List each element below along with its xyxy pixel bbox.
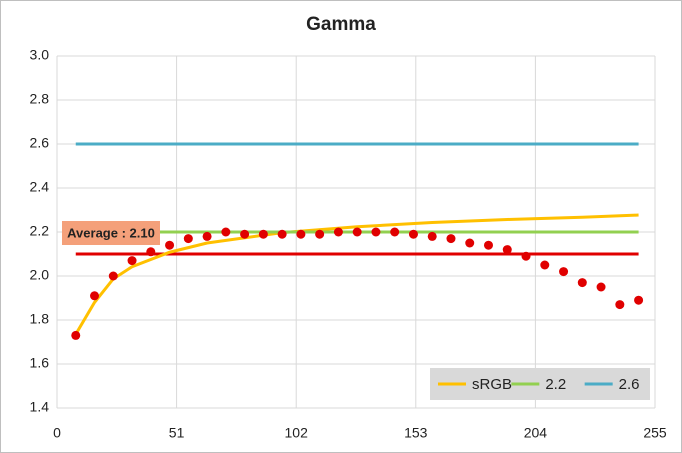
data-point [352, 227, 362, 237]
annotation-box [62, 221, 160, 245]
data-point [146, 247, 156, 257]
data-point [446, 234, 456, 244]
data-point [165, 240, 175, 250]
data-point [258, 229, 268, 239]
legend-label: sRGB [472, 376, 512, 393]
annotation-label: Average : 2.10 [67, 225, 155, 240]
data-point [521, 251, 531, 261]
data-point [277, 229, 287, 239]
data-point [202, 231, 212, 241]
x-tick-label: 51 [169, 425, 185, 441]
x-tick-label: 255 [643, 425, 667, 441]
y-tick-label: 2.8 [30, 91, 50, 107]
y-tick-label: 2.2 [30, 223, 50, 239]
data-point [371, 227, 381, 237]
data-point [483, 240, 493, 250]
y-tick-label: 1.6 [30, 355, 50, 371]
data-point [559, 267, 569, 277]
data-point [634, 295, 644, 305]
data-point [540, 260, 550, 270]
y-tick-label: 2.0 [30, 267, 50, 283]
data-point [502, 245, 512, 255]
data-point [596, 282, 606, 292]
chart-title: Gamma [306, 14, 376, 35]
legend-label: 2.2 [545, 376, 566, 393]
x-tick-label: 153 [404, 425, 428, 441]
y-tick-label: 1.8 [30, 311, 50, 327]
data-point [315, 229, 325, 239]
data-point [183, 234, 193, 244]
data-point [577, 278, 587, 288]
data-point [333, 227, 343, 237]
data-point [408, 229, 418, 239]
x-tick-label: 204 [524, 425, 548, 441]
x-tick-label: 102 [285, 425, 309, 441]
y-tick-label: 2.4 [30, 179, 50, 195]
y-tick-label: 2.6 [30, 135, 50, 151]
y-tick-label: 1.4 [30, 399, 50, 415]
legend-label: 2.6 [619, 376, 640, 393]
y-tick-label: 3.0 [30, 47, 50, 63]
x-tick-label: 0 [53, 425, 61, 441]
data-point [427, 231, 437, 241]
data-point [71, 330, 81, 340]
legend-box [430, 368, 650, 400]
data-point [108, 271, 118, 281]
data-point [240, 229, 250, 239]
data-point [90, 291, 100, 301]
data-point [296, 229, 306, 239]
data-point [221, 227, 231, 237]
data-point [615, 300, 625, 310]
data-point [127, 256, 137, 266]
data-point [390, 227, 400, 237]
data-point [465, 238, 475, 248]
